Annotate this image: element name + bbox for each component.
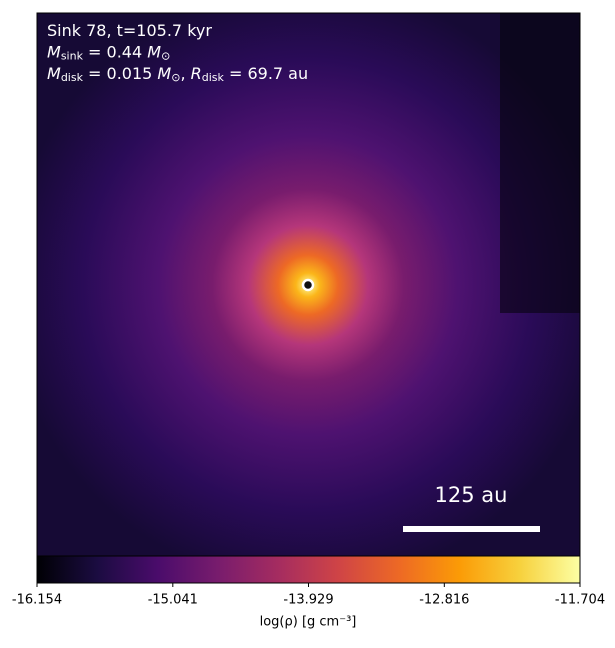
colorbar-label: log(ρ) [g cm⁻³] <box>260 615 357 630</box>
annotation-part: M <box>147 42 161 61</box>
sink-marker <box>301 278 315 292</box>
subscript: disk <box>202 71 225 84</box>
subscript: ⊙ <box>171 71 180 84</box>
subscript: sink <box>61 50 84 63</box>
colorbar <box>36 555 581 584</box>
annotation-part: M <box>47 64 61 83</box>
annotation: Sink 78, t=105.7 kyr <box>47 21 212 40</box>
annotation: Msink = 0.44 M⊙ <box>47 42 170 63</box>
x-tick-label: -13.929 <box>283 593 333 608</box>
annotation: Mdisk = 0.015 M⊙, Rdisk = 69.7 au <box>47 64 308 85</box>
annotation-part: = 0.44 <box>83 42 147 61</box>
subscript: ⊙ <box>161 50 170 63</box>
annotation-part: = 0.015 <box>83 64 157 83</box>
scale-bar-label: 125 au <box>435 483 508 507</box>
x-tick-label: -15.041 <box>148 593 198 608</box>
annotation-part: Sink 78, t=105.7 kyr <box>47 21 212 40</box>
annotation-part: = 69.7 au <box>224 64 308 83</box>
x-tick-label: -12.816 <box>419 593 469 608</box>
annotation-part: M <box>157 64 171 83</box>
x-tick-label: -11.704 <box>555 593 605 608</box>
annotation-part: , <box>180 64 190 83</box>
annotation-part: M <box>47 42 61 61</box>
annotation-part: R <box>191 64 202 83</box>
density-image <box>37 13 580 556</box>
x-tick-label: -16.154 <box>12 593 62 608</box>
subscript: disk <box>61 71 84 84</box>
